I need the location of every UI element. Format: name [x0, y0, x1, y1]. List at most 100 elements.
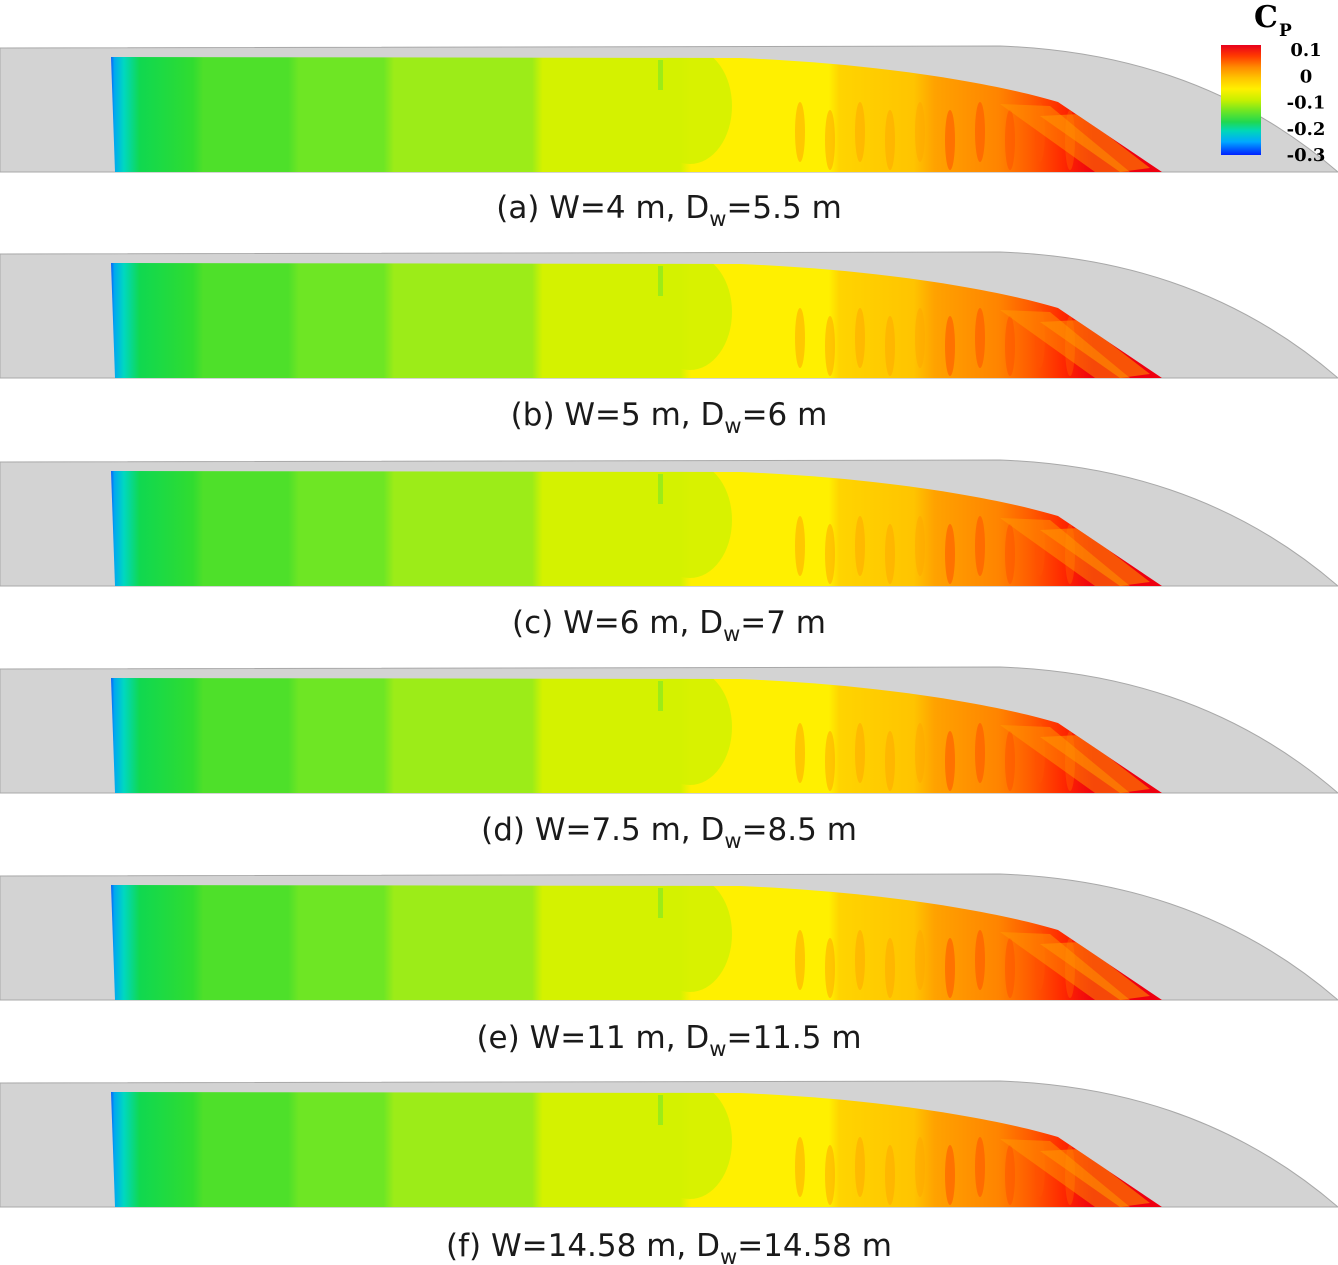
wave-contour [1005, 731, 1015, 791]
wave-contour [855, 102, 865, 162]
bow-stripe [1040, 114, 1150, 172]
wave-contour [945, 938, 955, 998]
wave-contour [975, 930, 985, 990]
colorbar-tick-label: 0.1 [1290, 40, 1321, 61]
pressure-blob [648, 471, 732, 578]
caption-width: W=5 m, [564, 397, 700, 433]
wave-contour [795, 516, 805, 576]
pressure-streak [658, 60, 663, 90]
pressure-streak [658, 681, 663, 711]
wave-contour [1005, 938, 1015, 998]
bow-stripe [1000, 104, 1130, 172]
caption-depth-symbol: D [685, 190, 709, 226]
wave-contour [915, 723, 925, 783]
wave-contour [885, 938, 895, 998]
wave-contour [795, 1137, 805, 1197]
contour-panel: (b) W=5 m, Dw=6 m [0, 251, 1338, 438]
bow-stripe [1000, 310, 1130, 378]
panel-caption: (d) W=7.5 m, Dw=8.5 m [481, 812, 857, 853]
pressure-blob [648, 885, 732, 992]
bow-stripe [1000, 518, 1130, 586]
contour-panel: (d) W=7.5 m, Dw=8.5 m [0, 666, 1338, 853]
wave-contour [885, 316, 895, 376]
wave-contour [795, 723, 805, 783]
caption-depth-value: =14.58 m [737, 1228, 892, 1264]
wave-contour [975, 1137, 985, 1197]
colorbar-title: C [1254, 0, 1278, 35]
wave-contour [885, 731, 895, 791]
contour-panel: (e) W=11 m, Dw=11.5 m [0, 873, 1338, 1061]
caption-letter: (d) [481, 812, 535, 848]
caption-depth-symbol: D [701, 397, 725, 433]
wave-contour [945, 316, 955, 376]
wave-contour [915, 930, 925, 990]
caption-depth-subscript: w [720, 1245, 737, 1265]
caption-width: W=11 m, [530, 1020, 686, 1056]
bow-stripe [1000, 932, 1130, 1000]
wave-contour [975, 102, 985, 162]
panel-caption: (a) W=4 m, Dw=5.5 m [496, 190, 842, 231]
bow-stripe [1040, 320, 1150, 378]
wave-contour [795, 308, 805, 368]
caption-letter: (b) [511, 397, 565, 433]
wave-contour [945, 524, 955, 584]
panel-caption: (b) W=5 m, Dw=6 m [511, 397, 828, 438]
wave-contour [825, 938, 835, 998]
wave-contour [945, 1145, 955, 1205]
wave-contour [825, 731, 835, 791]
bow-stripe [1040, 942, 1150, 1000]
pressure-blob [648, 1092, 732, 1199]
panel-caption: (c) W=6 m, Dw=7 m [512, 605, 826, 646]
caption-width: W=7.5 m, [535, 812, 701, 848]
wave-contour [1005, 524, 1015, 584]
caption-letter: (a) [496, 190, 549, 226]
pressure-blob [648, 263, 732, 370]
bow-stripe [1040, 1149, 1150, 1207]
caption-letter: (f) [446, 1228, 491, 1264]
wave-contour [825, 524, 835, 584]
caption-width: W=4 m, [549, 190, 685, 226]
caption-depth-symbol: D [685, 1020, 709, 1056]
wave-contour [855, 308, 865, 368]
wave-contour [975, 516, 985, 576]
wave-contour [915, 102, 925, 162]
caption-width: W=6 m, [563, 605, 699, 641]
wave-contour [825, 110, 835, 170]
cp-colorbar: C P 0.1 0 -0.1 -0.2 -0.3 [1221, 0, 1325, 166]
wave-contour [945, 731, 955, 791]
caption-letter: (e) [476, 1020, 529, 1056]
wave-contour [915, 1137, 925, 1197]
bow-stripe [1000, 725, 1130, 793]
pressure-blob [648, 57, 732, 164]
wave-contour [795, 102, 805, 162]
wave-contour [1005, 1145, 1015, 1205]
wave-contour [1005, 316, 1015, 376]
wave-contour [975, 308, 985, 368]
bow-stripe [1040, 528, 1150, 586]
caption-depth-subscript: w [724, 414, 741, 438]
colorbar-tick-label: -0.1 [1287, 93, 1326, 114]
caption-depth-value: =6 m [742, 397, 828, 433]
pressure-streak [658, 1095, 663, 1125]
caption-depth-value: =5.5 m [726, 190, 841, 226]
caption-depth-symbol: D [699, 605, 723, 641]
wave-contour [945, 110, 955, 170]
wave-contour [855, 1137, 865, 1197]
caption-letter: (c) [512, 605, 563, 641]
wave-contour [975, 723, 985, 783]
wave-contour [915, 516, 925, 576]
caption-depth-value: =7 m [740, 605, 826, 641]
caption-depth-subscript: w [709, 1037, 726, 1061]
wave-contour [825, 1145, 835, 1205]
panel-caption: (f) W=14.58 m, Dw=14.58 m [446, 1228, 892, 1265]
wave-contour [1005, 110, 1015, 170]
wave-contour [885, 1145, 895, 1205]
caption-depth-value: =8.5 m [742, 812, 857, 848]
caption-depth-subscript: w [709, 207, 726, 231]
contour-panel: (f) W=14.58 m, Dw=14.58 m [0, 1080, 1338, 1265]
colorbar-tick-label: -0.2 [1287, 119, 1326, 140]
pressure-streak [658, 888, 663, 918]
wave-contour [825, 316, 835, 376]
caption-depth-symbol: D [701, 812, 725, 848]
wave-contour [885, 110, 895, 170]
